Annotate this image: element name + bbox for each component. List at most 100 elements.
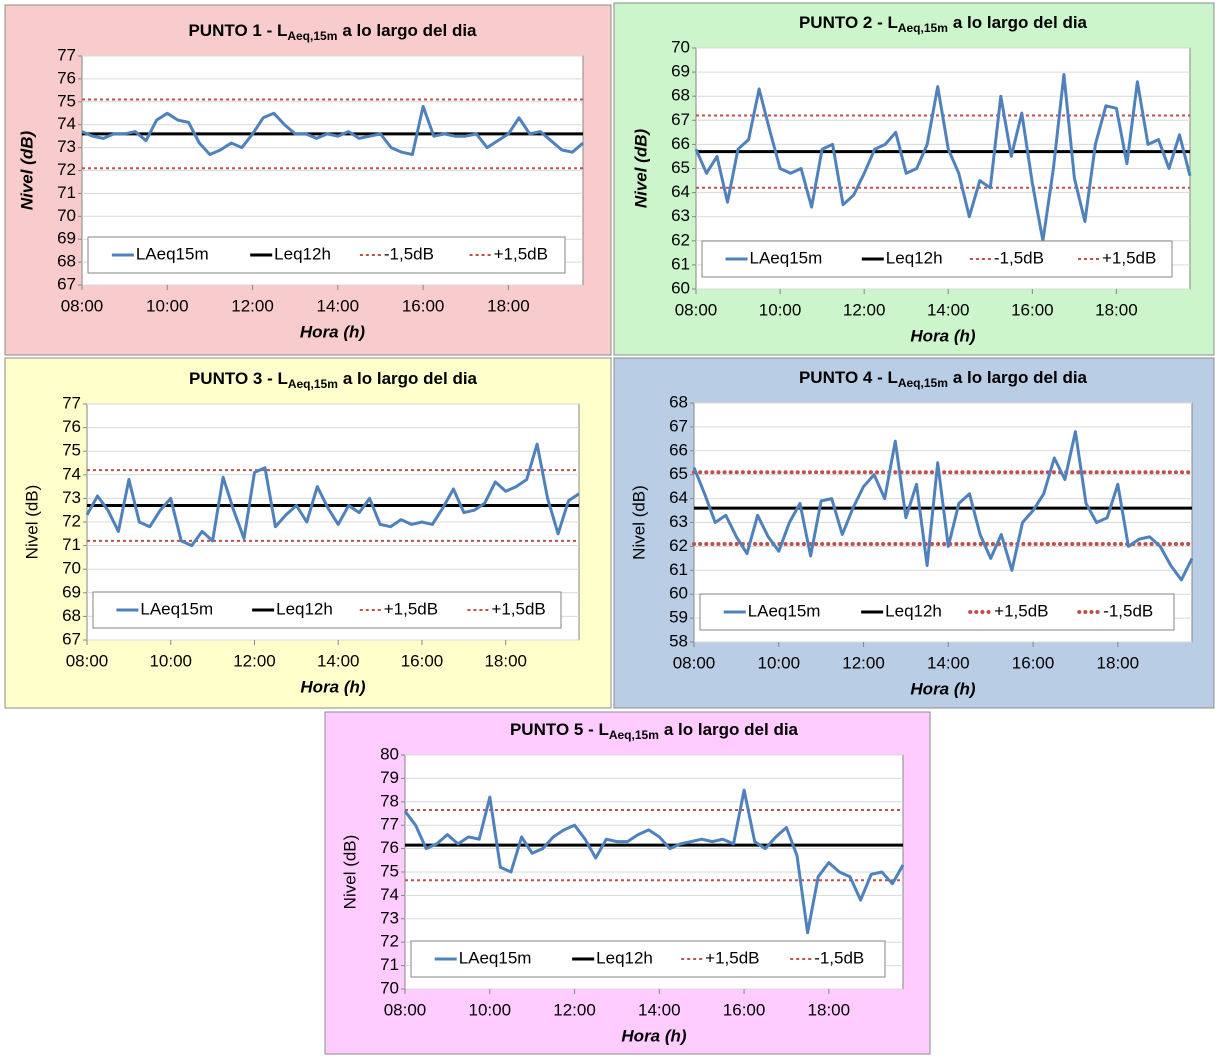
y-tick-label: 65 [671, 158, 690, 177]
legend-label: LAeq15m [748, 601, 821, 620]
x-tick-label: 18:00 [1097, 653, 1140, 672]
x-tick-label: 12:00 [843, 300, 886, 319]
legend-label: LAeq15m [136, 244, 209, 263]
title-subscript: Aeq,15m [898, 376, 948, 390]
y-tick-label: 77 [380, 815, 399, 834]
title-main: PUNTO 1 - L [188, 21, 287, 40]
title-subscript: Aeq,15m [287, 29, 337, 43]
legend-box [87, 236, 566, 274]
y-tick-label: 79 [380, 768, 399, 787]
title-subscript: Aeq,15m [288, 377, 338, 391]
y-tick-label: 68 [671, 86, 690, 105]
chart-panel: PUNTO 2 - LAeq,15m a lo largo del dia 60 61… [613, 2, 1215, 356]
y-tick-label: 73 [62, 488, 81, 507]
x-tick-label: 12:00 [231, 296, 274, 315]
chart-panel: PUNTO 4 - LAeq,15m a lo largo del dia 58 59… [613, 357, 1215, 709]
legend-label: +1,5dB [384, 599, 438, 618]
x-tick-label: 10:00 [149, 651, 192, 670]
y-tick-label: 60 [671, 278, 690, 297]
x-tick-label: 10:00 [759, 300, 802, 319]
title-tail: a lo largo del dia [664, 720, 799, 739]
y-tick-label: 72 [380, 932, 399, 951]
y-tick-label: 73 [380, 908, 399, 927]
x-tick-label: 10:00 [146, 296, 189, 315]
y-tick-label: 58 [669, 631, 688, 650]
x-tick-label: 10:00 [757, 653, 800, 672]
legend-label: LAeq15m [750, 248, 823, 267]
y-tick-label: 67 [57, 274, 76, 293]
x-tick-label: 16:00 [1012, 653, 1055, 672]
y-tick-label: 74 [57, 114, 76, 133]
legend-label: LAeq15m [140, 599, 213, 618]
legend-label: -1,5dB [814, 948, 864, 967]
legend-label: +1,5dB [705, 948, 759, 967]
y-tick-label: 66 [671, 134, 690, 153]
legend-label: Leq12h [276, 599, 333, 618]
x-tick-label: 14:00 [927, 300, 970, 319]
chart-title: PUNTO 4 - LAeq,15m a lo largo del dia [799, 368, 1088, 390]
y-tick-label: 70 [57, 206, 76, 225]
y-tick-label: 61 [671, 254, 690, 273]
legend-label: Leq12h [885, 601, 942, 620]
y-tick-label: 71 [62, 535, 81, 554]
legend-label: -1,5dB [1103, 601, 1153, 620]
chart-title: PUNTO 2 - LAeq,15m a lo largo del dia [799, 13, 1088, 35]
x-tick-label: 14:00 [317, 296, 360, 315]
chart-panel: PUNTO 1 - LAeq,15m a lo largo del dia 67 68… [4, 4, 612, 356]
legend-box [92, 591, 562, 629]
title-main: PUNTO 2 - L [799, 13, 898, 32]
x-tick-label: 08:00 [384, 1000, 427, 1019]
y-tick-label: 77 [62, 393, 81, 412]
y-tick-label: 80 [380, 744, 399, 763]
y-tick-label: 76 [57, 68, 76, 87]
legend-label: +1,5dB [491, 599, 545, 618]
x-axis-label: Hora (h) [621, 1026, 687, 1045]
series-line [692, 430, 1194, 582]
y-tick-label: 70 [380, 978, 399, 997]
legend-label: +1,5dB [494, 244, 548, 263]
y-axis-label: Nivel (dB) [340, 835, 359, 910]
title-tail: a lo largo del dia [953, 13, 1088, 32]
chart-panel: PUNTO 3 - LAeq,15m a lo largo del dia 67 68… [4, 357, 612, 709]
y-tick-label: 69 [62, 582, 81, 601]
y-tick-label: 66 [669, 440, 688, 459]
title-main: PUNTO 5 - L [510, 720, 609, 739]
y-tick-label: 61 [669, 560, 688, 579]
y-tick-label: 75 [62, 441, 81, 460]
y-tick-label: 71 [380, 955, 399, 974]
x-tick-label: 12:00 [553, 1000, 596, 1019]
y-tick-label: 68 [669, 392, 688, 411]
series-line [694, 73, 1192, 243]
legend-box [410, 940, 886, 978]
x-tick-label: 18:00 [484, 651, 527, 670]
series-line [81, 104, 584, 156]
legend-label: Leq12h [886, 248, 943, 267]
x-tick-label: 14:00 [638, 1000, 681, 1019]
series-line [403, 788, 905, 935]
x-tick-label: 16:00 [401, 651, 444, 670]
y-tick-label: 72 [57, 160, 76, 179]
title-main: PUNTO 4 - L [799, 368, 898, 387]
title-main: PUNTO 3 - L [189, 369, 288, 388]
chart-title: PUNTO 5 - LAeq,15m a lo largo del dia [510, 720, 799, 742]
y-tick-label: 74 [380, 885, 399, 904]
x-tick-label: 18:00 [487, 296, 530, 315]
legend-label: -1,5dB [994, 248, 1044, 267]
y-tick-label: 67 [62, 629, 81, 648]
title-subscript: Aeq,15m [898, 21, 948, 35]
y-tick-label: 62 [671, 230, 690, 249]
y-tick-label: 67 [671, 110, 690, 129]
title-subscript: Aeq,15m [609, 728, 659, 742]
y-tick-label: 65 [669, 464, 688, 483]
legend-label: +1,5dB [994, 601, 1048, 620]
chart-title: PUNTO 1 - LAeq,15m a lo largo del dia [188, 21, 477, 43]
y-tick-label: 60 [669, 584, 688, 603]
legend-box [701, 240, 1173, 278]
x-tick-label: 08:00 [673, 653, 716, 672]
y-tick-label: 74 [62, 464, 81, 483]
y-tick-label: 69 [57, 229, 76, 248]
x-tick-label: 12:00 [842, 653, 885, 672]
x-tick-label: 14:00 [317, 651, 360, 670]
y-tick-label: 68 [57, 252, 76, 271]
